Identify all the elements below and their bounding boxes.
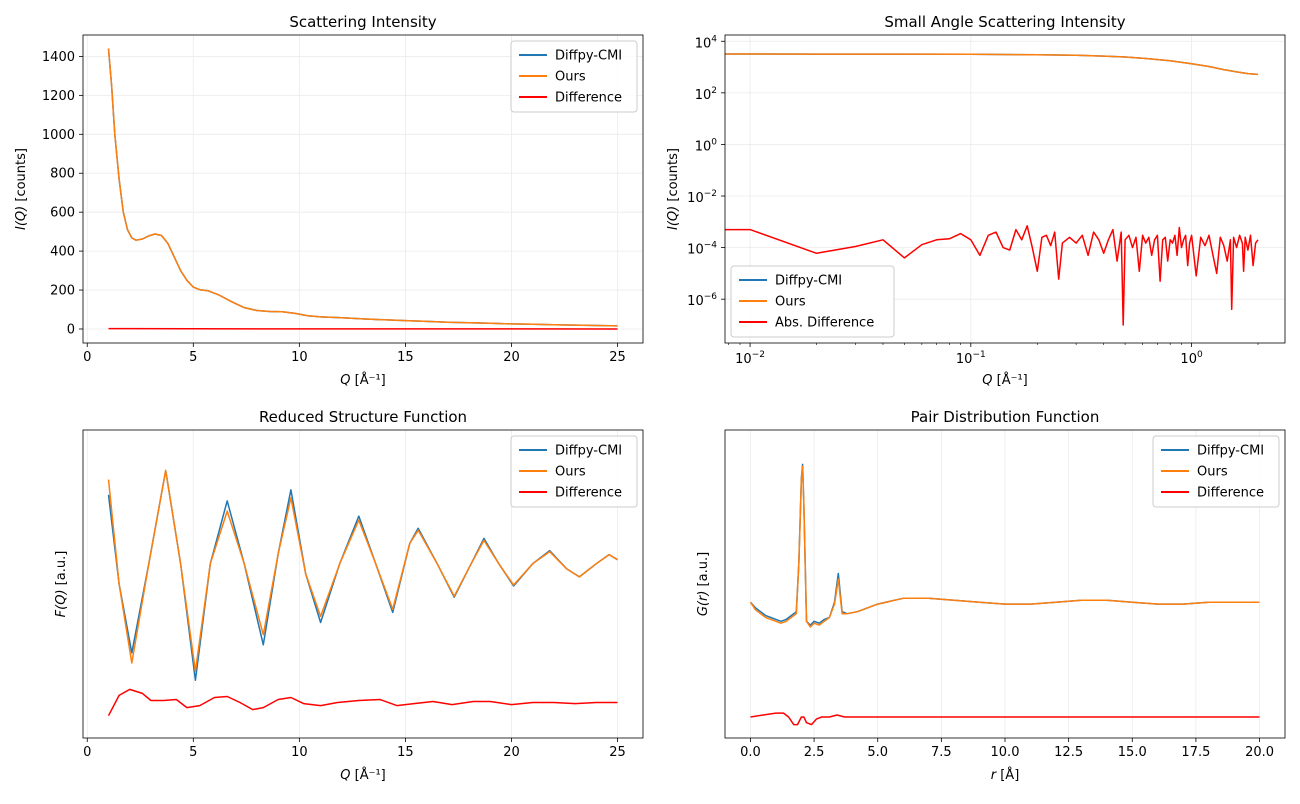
x-tick-label: 5 — [189, 350, 197, 365]
legend-label: Diffpy-CMI — [555, 444, 622, 459]
x-axis-label: Q [Å⁻¹] — [340, 767, 385, 783]
x-tick-label: 10−2 — [735, 350, 765, 367]
x-tick-label: 5 — [189, 745, 197, 760]
y-tick-label: 10−2 — [687, 189, 717, 206]
legend-label: Ours — [555, 465, 586, 480]
x-tick-label: 10 — [291, 350, 308, 365]
y-axis-label: G(r) [a.u.] — [696, 552, 711, 616]
x-tick-label: 10−1 — [956, 350, 986, 367]
panel-title: Pair Distribution Function — [911, 408, 1100, 426]
y-axis-label: I(Q) [counts] — [666, 148, 681, 230]
legend: Diffpy-CMI Ours Difference — [511, 436, 637, 507]
x-tick-label: 17.5 — [1181, 745, 1210, 760]
y-tick-label: 10−6 — [687, 292, 717, 309]
x-tick-label: 15.0 — [1118, 745, 1147, 760]
x-tick-label: 12.5 — [1054, 745, 1083, 760]
panel-small-angle-scattering: Small Angle Scattering Intensity 10−2 10−… — [666, 13, 1285, 388]
legend: Diffpy-CMI Ours Abs. Difference — [731, 266, 894, 337]
legend-label: Ours — [775, 295, 806, 310]
panel-title: Scattering Intensity — [289, 13, 436, 31]
legend-label: Difference — [1197, 486, 1264, 501]
x-axis-label: Q [Å⁻¹] — [982, 372, 1027, 388]
legend-label: Diffpy-CMI — [1197, 444, 1264, 459]
y-tick-label: 1200 — [42, 89, 75, 104]
y-tick-label: 104 — [695, 34, 718, 51]
y-tick-label: 400 — [50, 245, 75, 260]
y-tick-label: 10−4 — [687, 241, 717, 258]
y-tick-label: 0 — [67, 322, 75, 337]
series-line-diffpy-cmi — [725, 54, 1258, 74]
legend-label: Abs. Difference — [775, 316, 874, 331]
x-tick-label: 15 — [397, 350, 414, 365]
x-tick-label: 15 — [397, 745, 414, 760]
x-tick-label: 20 — [503, 745, 520, 760]
x-tick-label: 0.0 — [740, 745, 761, 760]
y-tick-label: 102 — [695, 86, 717, 103]
legend: Diffpy-CMI Ours Difference — [1153, 436, 1279, 507]
x-tick-label: 10.0 — [991, 745, 1020, 760]
y-axis-label: F(Q) [a.u.] — [54, 551, 69, 618]
panel-title: Small Angle Scattering Intensity — [884, 13, 1125, 31]
x-tick-label: 20.0 — [1245, 745, 1274, 760]
x-axis-label: r [Å] — [991, 767, 1020, 783]
x-tick-label: 20 — [503, 350, 520, 365]
y-tick-label: 1400 — [42, 50, 75, 65]
panel-pair-distribution-function: Pair Distribution Function 0.0 2.5 5.0 7.5 1… — [696, 408, 1285, 783]
panel-reduced-structure-function: Reduced Structure Function 0 5 10 15 20 25 Q [… — [54, 408, 643, 783]
series-line-ours — [725, 54, 1258, 74]
x-tick-label: 2.5 — [804, 745, 825, 760]
legend-label: Difference — [555, 91, 622, 106]
x-tick-label: 25 — [609, 745, 626, 760]
y-tick-label: 200 — [50, 284, 75, 299]
x-tick-label: 7.5 — [931, 745, 952, 760]
legend: Diffpy-CMI Ours Difference — [511, 41, 637, 112]
legend-label: Ours — [555, 70, 586, 85]
x-tick-label: 100 — [1180, 350, 1203, 367]
y-tick-label: 800 — [50, 167, 75, 182]
y-axis-label: I(Q) [counts] — [14, 148, 29, 230]
y-tick-label: 1000 — [42, 128, 75, 143]
x-tick-label: 0 — [83, 350, 91, 365]
x-tick-label: 10 — [291, 745, 308, 760]
y-tick-label: 100 — [695, 137, 718, 154]
legend-label: Diffpy-CMI — [555, 49, 622, 64]
legend-label: Difference — [555, 486, 622, 501]
x-tick-label: 5.0 — [867, 745, 888, 760]
legend-label: Ours — [1197, 465, 1228, 480]
legend-label: Diffpy-CMI — [775, 274, 842, 289]
x-axis-label: Q [Å⁻¹] — [340, 372, 385, 388]
y-tick-label: 600 — [50, 206, 75, 221]
x-tick-label: 0 — [83, 745, 91, 760]
series-line-difference — [109, 689, 618, 715]
x-tick-label: 25 — [609, 350, 626, 365]
panel-title: Reduced Structure Function — [259, 408, 467, 426]
panel-scattering-intensity: Scattering Intensity 0 5 10 15 20 25 0 200 400 60… — [14, 13, 643, 388]
